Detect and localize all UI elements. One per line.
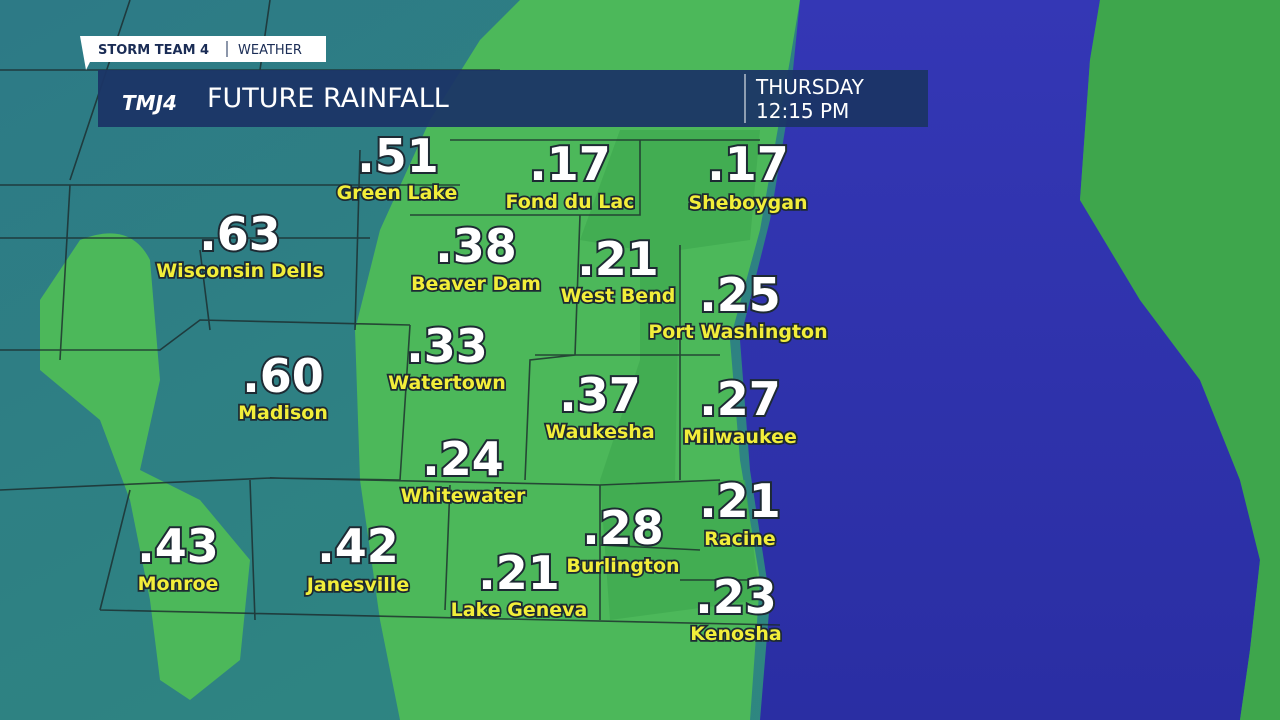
time: 12:15 PM bbox=[756, 99, 849, 123]
rain-total: .43 bbox=[137, 519, 219, 573]
rain-total: .21 bbox=[699, 474, 781, 528]
rain-total: .60 bbox=[242, 349, 324, 403]
city-name: Lake Geneva bbox=[451, 599, 588, 621]
rain-total: .38 bbox=[435, 219, 517, 273]
rain-total: .17 bbox=[529, 137, 611, 191]
city-name: West Bend bbox=[561, 285, 676, 307]
logo: TMJ4 bbox=[122, 91, 177, 115]
lake-michigan bbox=[740, 0, 1260, 720]
city-name: Waukesha bbox=[545, 421, 654, 443]
city-name: Fond du Lac bbox=[506, 191, 635, 213]
rain-total: .63 bbox=[199, 207, 281, 261]
rain-area-heavy bbox=[580, 130, 760, 620]
rain-total: .17 bbox=[707, 137, 789, 191]
city-name: Racine bbox=[704, 528, 776, 550]
rain-total: .21 bbox=[478, 546, 560, 600]
header: STORM TEAM 4 WEATHER TMJ4 FUTURE RAINFAL… bbox=[80, 36, 928, 127]
city-name: Burlington bbox=[566, 555, 679, 577]
city-name: Sheboygan bbox=[688, 192, 807, 214]
brand-tab bbox=[80, 36, 326, 70]
rain-total: .23 bbox=[695, 570, 777, 624]
day: THURSDAY bbox=[755, 75, 865, 99]
rain-total: .28 bbox=[582, 501, 664, 555]
michigan-land bbox=[1080, 0, 1280, 720]
city-name: Port Washington bbox=[648, 321, 827, 343]
rain-total: .33 bbox=[406, 319, 488, 373]
section: WEATHER bbox=[238, 43, 302, 58]
city-name: Beaver Dam bbox=[411, 273, 541, 295]
rain-total: .21 bbox=[577, 232, 659, 286]
title-bar bbox=[98, 70, 928, 127]
city-name: Kenosha bbox=[690, 623, 782, 645]
brand: STORM TEAM 4 bbox=[98, 43, 209, 58]
rain-total: .25 bbox=[699, 268, 781, 322]
city-name: Whitewater bbox=[401, 485, 526, 507]
rain-total: .51 bbox=[357, 129, 439, 183]
rain-total: .37 bbox=[559, 368, 641, 422]
city-name: Monroe bbox=[138, 573, 219, 595]
city-name: Madison bbox=[238, 402, 328, 424]
city-name: Wisconsin Dells bbox=[156, 260, 324, 282]
city-name: Milwaukee bbox=[683, 426, 797, 448]
city-name: Green Lake bbox=[337, 182, 458, 204]
city-name: Janesville bbox=[305, 574, 409, 596]
city-name: Watertown bbox=[388, 372, 506, 394]
rain-total: .27 bbox=[699, 372, 781, 426]
title: FUTURE RAINFALL bbox=[207, 83, 449, 114]
rain-total: .24 bbox=[422, 432, 504, 486]
rain-total: .42 bbox=[317, 519, 399, 573]
